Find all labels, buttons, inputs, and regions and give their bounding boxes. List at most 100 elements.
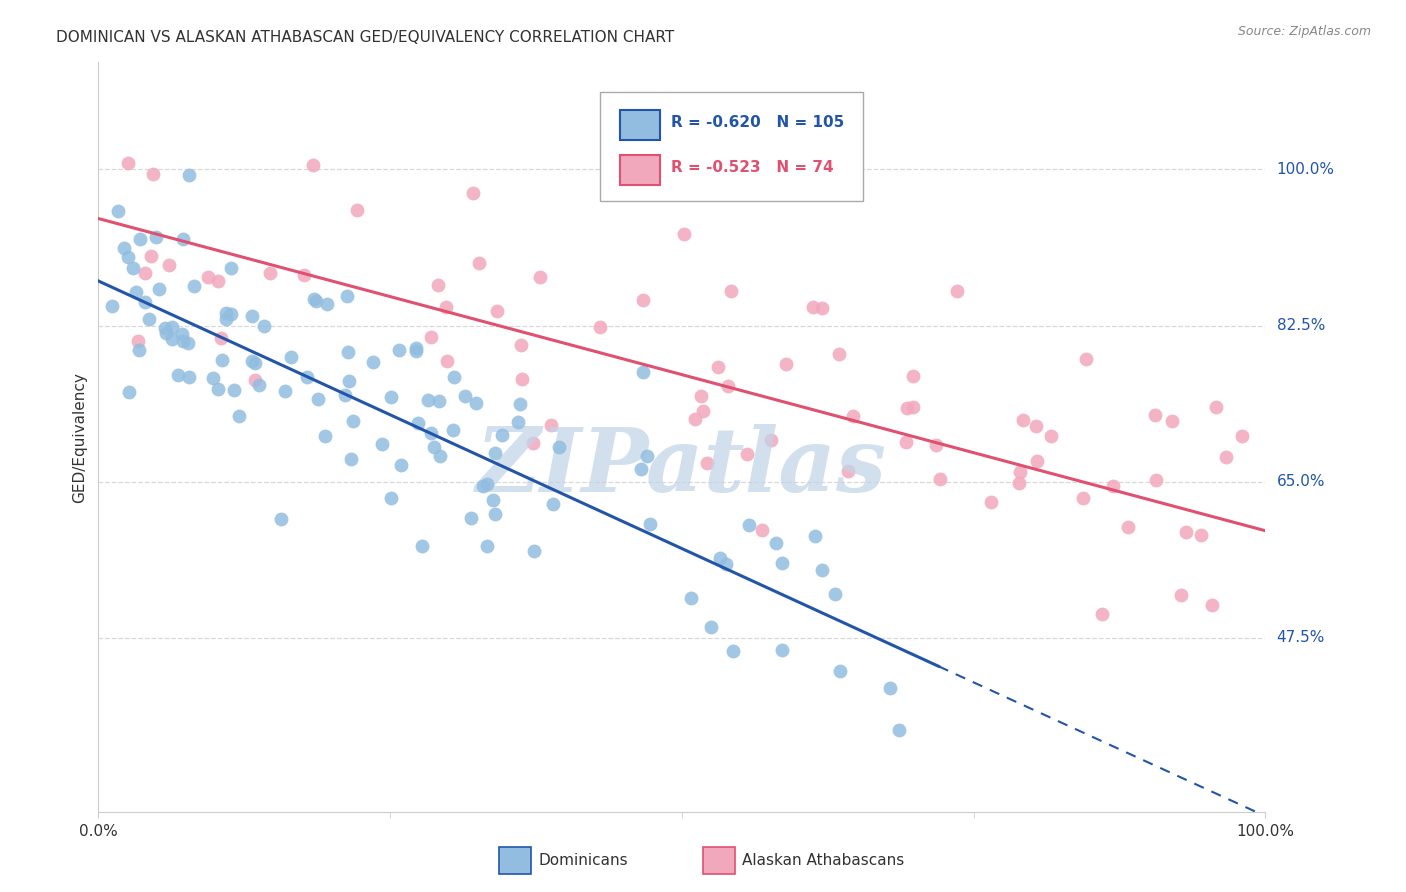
Point bbox=[1116, 519, 1139, 533]
Point bbox=[142, 168, 165, 182]
Point bbox=[751, 523, 773, 537]
Point bbox=[177, 168, 200, 182]
Point bbox=[707, 359, 730, 374]
Point bbox=[681, 591, 703, 605]
Point bbox=[179, 370, 201, 384]
Point bbox=[405, 341, 427, 355]
Point bbox=[134, 266, 156, 280]
Point bbox=[716, 557, 738, 571]
Point bbox=[128, 232, 150, 246]
Point bbox=[484, 507, 506, 521]
Point bbox=[316, 297, 339, 311]
Point bbox=[420, 330, 443, 344]
Point bbox=[903, 368, 925, 383]
Point bbox=[636, 449, 658, 463]
Point bbox=[454, 389, 477, 403]
Point bbox=[811, 563, 834, 577]
Point bbox=[380, 390, 402, 404]
Point bbox=[117, 384, 139, 399]
Point bbox=[240, 309, 263, 323]
Point bbox=[929, 472, 952, 486]
Point bbox=[631, 293, 654, 308]
Point bbox=[127, 334, 149, 348]
Point bbox=[340, 452, 363, 467]
Point bbox=[761, 434, 783, 448]
Point bbox=[346, 202, 368, 217]
Point bbox=[901, 400, 924, 414]
Point bbox=[172, 232, 194, 246]
Point bbox=[1074, 352, 1097, 367]
Point bbox=[1215, 450, 1237, 464]
Point bbox=[301, 158, 323, 172]
Point bbox=[429, 449, 451, 463]
Point bbox=[207, 275, 229, 289]
Point bbox=[160, 333, 183, 347]
Point bbox=[896, 401, 918, 415]
Text: R = -0.620   N = 105: R = -0.620 N = 105 bbox=[672, 115, 845, 130]
Point bbox=[302, 292, 325, 306]
Point bbox=[1010, 466, 1032, 480]
Point bbox=[274, 384, 297, 398]
Point bbox=[422, 440, 444, 454]
Point bbox=[464, 396, 486, 410]
Point bbox=[828, 665, 851, 679]
Point bbox=[411, 540, 433, 554]
Point bbox=[228, 409, 250, 424]
Point bbox=[735, 447, 758, 461]
Point bbox=[166, 368, 188, 382]
Point bbox=[1091, 607, 1114, 621]
Point bbox=[427, 394, 450, 409]
Point bbox=[824, 587, 846, 601]
Point bbox=[128, 343, 150, 357]
Point bbox=[461, 186, 484, 201]
Point bbox=[700, 620, 723, 634]
Point bbox=[683, 412, 706, 426]
Point bbox=[1205, 400, 1227, 414]
Point bbox=[201, 371, 224, 385]
Point bbox=[506, 416, 529, 430]
Point bbox=[361, 355, 384, 369]
FancyBboxPatch shape bbox=[620, 154, 659, 185]
Point bbox=[211, 353, 233, 368]
Point bbox=[721, 644, 744, 658]
Point bbox=[215, 306, 238, 320]
Point bbox=[148, 282, 170, 296]
Point bbox=[138, 312, 160, 326]
Point bbox=[101, 299, 124, 313]
Point bbox=[222, 383, 245, 397]
Point bbox=[219, 260, 242, 275]
Point bbox=[307, 392, 329, 406]
Point bbox=[887, 723, 910, 737]
Point bbox=[543, 497, 565, 511]
Point bbox=[475, 477, 498, 491]
Point bbox=[333, 388, 356, 402]
Point bbox=[1012, 413, 1035, 427]
Point bbox=[295, 369, 318, 384]
Point bbox=[631, 365, 654, 379]
Point bbox=[1039, 429, 1062, 443]
Point bbox=[443, 369, 465, 384]
Point bbox=[388, 343, 411, 357]
Point bbox=[842, 409, 865, 423]
Text: 65.0%: 65.0% bbox=[1277, 475, 1324, 489]
Point bbox=[1102, 479, 1125, 493]
Point bbox=[134, 294, 156, 309]
Point bbox=[155, 326, 177, 340]
Y-axis label: GED/Equivalency: GED/Equivalency bbox=[72, 372, 87, 502]
Point bbox=[177, 336, 200, 351]
Point bbox=[709, 550, 731, 565]
Point bbox=[482, 493, 505, 508]
Point bbox=[1143, 409, 1166, 423]
Point bbox=[837, 464, 859, 478]
Point bbox=[765, 535, 787, 549]
Point bbox=[305, 293, 328, 308]
Point bbox=[509, 397, 531, 411]
Point bbox=[270, 512, 292, 526]
Point bbox=[405, 344, 427, 359]
Point bbox=[245, 356, 267, 370]
Point bbox=[811, 301, 834, 316]
Point bbox=[491, 428, 513, 442]
Point bbox=[125, 285, 148, 300]
Point bbox=[471, 479, 494, 493]
FancyBboxPatch shape bbox=[620, 110, 659, 140]
